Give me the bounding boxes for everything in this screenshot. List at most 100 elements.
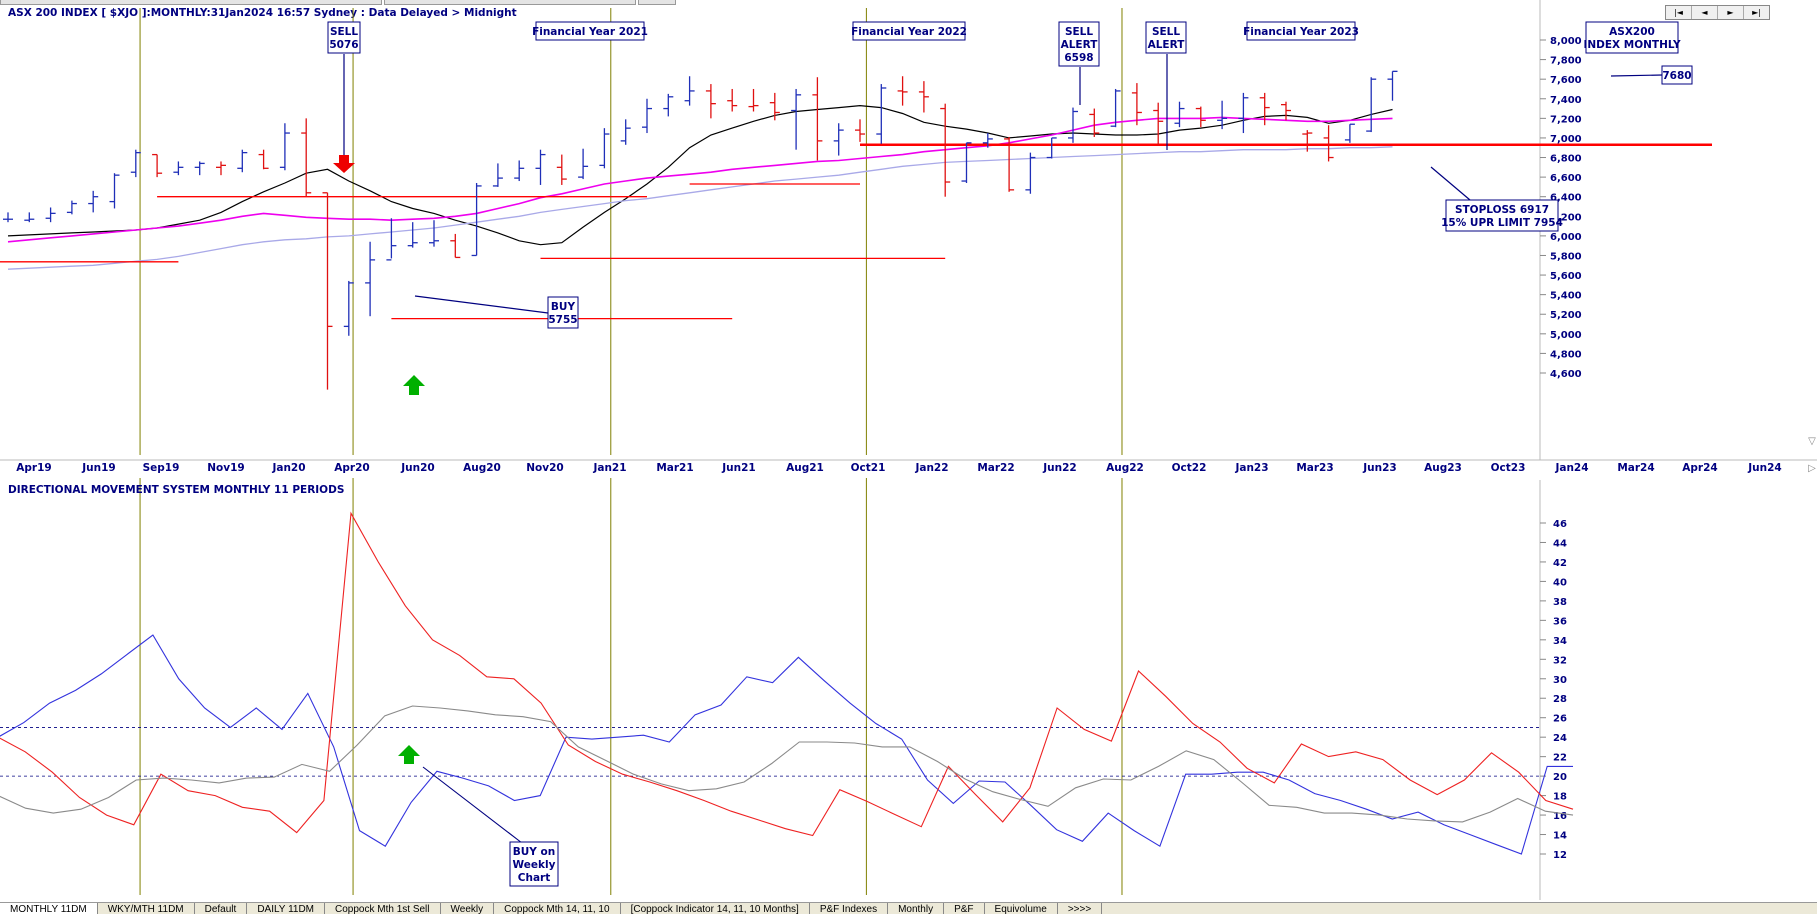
x-tick-label: Aug23 xyxy=(1424,462,1462,474)
price-bar xyxy=(152,153,163,178)
price-y-tick-label: 8,000 xyxy=(1550,36,1582,47)
price-bar xyxy=(1344,123,1355,143)
tab-weekly[interactable]: Weekly xyxy=(441,903,495,914)
dms-y-tick-label: 24 xyxy=(1553,733,1567,744)
dms-y-tick-label: 18 xyxy=(1553,792,1567,803)
x-tick-label: Nov19 xyxy=(207,462,244,474)
price-y-tick-label: 7,400 xyxy=(1550,95,1582,106)
layout-tabs: MONTHLY 11DM WKY/MTH 11DM Default DAILY … xyxy=(0,902,1817,914)
price-bar xyxy=(642,98,652,134)
price-bar xyxy=(1366,77,1377,133)
price-y-tick-label: 5,400 xyxy=(1550,291,1582,302)
price-bar xyxy=(1323,125,1334,162)
moving-average-ma_long xyxy=(7,146,1393,270)
price-bar xyxy=(1302,130,1313,152)
price-bar xyxy=(705,84,716,119)
price-y-tick-label: 6,200 xyxy=(1550,212,1582,223)
price-bar xyxy=(663,93,674,117)
sell-alert-label-line: SELL xyxy=(1152,26,1180,38)
price-bar xyxy=(727,88,738,112)
dms-y-tick-label: 20 xyxy=(1553,772,1567,783)
index-monthly-label-box xyxy=(1585,21,1679,54)
dms-y-tick-label: 14 xyxy=(1553,831,1567,842)
tab-equivolume[interactable]: Equivolume xyxy=(985,903,1058,914)
price-bar xyxy=(1131,83,1142,126)
price-bar xyxy=(1217,100,1228,130)
price-bar xyxy=(1174,101,1185,128)
x-tick-label: Jun20 xyxy=(400,462,434,474)
fy2023-label-box xyxy=(1246,21,1356,41)
x-tick-label: Mar22 xyxy=(977,462,1014,474)
price-bar xyxy=(684,76,695,106)
price-bar xyxy=(492,163,503,187)
last-price-label-line: 7680 xyxy=(1662,70,1691,82)
stoploss-label-line: 15% UPR LIMIT 7954 xyxy=(1441,217,1563,229)
x-tick-label: Mar23 xyxy=(1296,462,1333,474)
price-bar xyxy=(407,222,418,248)
price-bar xyxy=(769,92,780,121)
price-bar xyxy=(216,161,226,176)
top-scroll-segment[interactable] xyxy=(638,0,676,5)
top-scroll-segment[interactable] xyxy=(0,0,382,5)
scroll-nav-buttons: |◄ ◄ ► ►| xyxy=(1665,5,1770,20)
tab-monthly-11dm[interactable]: MONTHLY 11DM xyxy=(0,903,98,914)
x-tick-label: Aug20 xyxy=(463,462,501,474)
price-bar xyxy=(1153,102,1164,146)
index-monthly-label-line: INDEX MONTHLY xyxy=(1583,39,1681,51)
nav-prev-button[interactable]: ◄ xyxy=(1692,6,1718,19)
tab-daily-11dm[interactable]: DAILY 11DM xyxy=(247,903,326,914)
price-bar xyxy=(471,182,482,257)
tab-wky-mth-11dm[interactable]: WKY/MTH 11DM xyxy=(98,903,195,914)
dms-y-tick-label: 40 xyxy=(1553,577,1567,588)
buy-weekly-label-line: BUY on xyxy=(513,846,555,858)
dms-y-tick-label: 26 xyxy=(1553,714,1567,725)
fy2022-label-line: Financial Year 2022 xyxy=(851,26,967,38)
tab-coppock-mth-1st-sell[interactable]: Coppock Mth 1st Sell xyxy=(325,903,441,914)
x-tick-label: Mar24 xyxy=(1617,462,1654,474)
tab-pf[interactable]: P&F xyxy=(944,903,985,914)
tab-coppock-mth[interactable]: Coppock Mth 14, 11, 10 xyxy=(494,903,621,914)
dms-y-tick-label: 16 xyxy=(1553,811,1567,822)
price-bar xyxy=(194,161,205,176)
x-tick-label: Sep19 xyxy=(143,462,180,474)
price-bar xyxy=(365,241,376,317)
price-bar xyxy=(940,103,951,197)
tab-monthly[interactable]: Monthly xyxy=(888,903,945,914)
nav-first-button[interactable]: |◄ xyxy=(1666,6,1692,19)
x-tick-label: Mar21 xyxy=(656,462,693,474)
price-bar xyxy=(961,142,972,183)
price-y-tick-label: 6,000 xyxy=(1550,232,1582,243)
sell-alert-6598-label-box xyxy=(1058,21,1100,67)
sell-5076-label-line: SELL xyxy=(330,26,358,38)
price-y-tick-label: 5,200 xyxy=(1550,310,1582,321)
tab-default[interactable]: Default xyxy=(195,903,248,914)
x-tick-label: Apr19 xyxy=(16,462,51,474)
last-price-pointer xyxy=(1610,74,1663,77)
tab-more[interactable]: >>>> xyxy=(1058,903,1103,914)
buy-weekly-label-line: Weekly xyxy=(513,859,556,871)
price-y-tick-label: 6,600 xyxy=(1550,173,1582,184)
sell-arrow-icon xyxy=(333,155,355,173)
price-bar xyxy=(45,207,56,223)
dms-y-tick-label: 22 xyxy=(1553,753,1567,764)
nav-last-button[interactable]: ►| xyxy=(1752,8,1761,17)
index-monthly-label-line: ASX200 xyxy=(1609,26,1655,38)
x-tick-label: Jun23 xyxy=(1362,462,1396,474)
price-bar xyxy=(109,173,120,209)
dms-line-adx xyxy=(0,705,1574,823)
tab-pf-indexes[interactable]: P&F Indexes xyxy=(810,903,889,914)
nav-next-button[interactable]: ► xyxy=(1718,6,1744,19)
price-bar xyxy=(1281,101,1291,121)
tab-coppock-indicator[interactable]: [Coppock Indicator 14, 11, 10 Months] xyxy=(621,903,810,914)
price-bar xyxy=(556,154,567,185)
price-bar xyxy=(514,160,525,182)
price-bar xyxy=(237,149,248,173)
top-scroll-segment[interactable] xyxy=(384,0,636,5)
dms-y-tick-label: 12 xyxy=(1553,850,1567,861)
price-bar xyxy=(322,192,333,390)
sell-5076-label-box xyxy=(327,21,361,54)
x-tick-label: Oct23 xyxy=(1491,462,1526,474)
x-tick-label: Nov20 xyxy=(526,462,563,474)
price-y-tick-label: 7,000 xyxy=(1550,134,1582,145)
